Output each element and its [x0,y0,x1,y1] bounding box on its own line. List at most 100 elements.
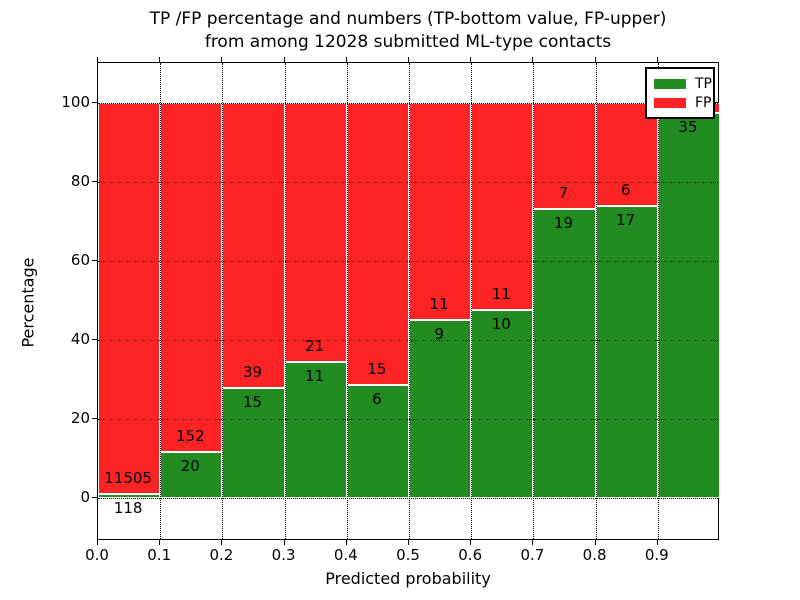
bar-segment-fp [160,102,223,452]
bar-label-fp: 15 [367,360,387,378]
bar-label-fp: 7 [558,183,569,202]
x-tick-label: 0.1 [147,546,172,564]
bar-label-tp: 118 [113,498,143,517]
gridline-vertical [222,63,224,539]
bar-label-tp: 9 [434,325,444,344]
bar-label-tp: 15 [242,393,263,412]
x-tick-top [159,57,161,62]
x-tick [594,540,596,545]
bar-label-tp: 19 [553,213,574,232]
fp-swatch-icon [654,97,686,108]
gridline-horizontal [98,260,718,262]
x-tick [159,540,161,545]
bar-label-fp: 6 [620,180,631,199]
bar-segment-tp [98,493,161,498]
gridline-vertical [471,63,473,539]
gridline-vertical [409,63,410,539]
y-tick [92,259,97,261]
x-tick-top [656,57,658,62]
plot-area [97,62,720,540]
gridline-horizontal [98,181,718,183]
x-tick-top [408,57,409,62]
tp-swatch-icon [654,78,686,89]
bar-segment-tp [471,309,534,498]
legend-entry-fp: FP [654,93,712,112]
y-tick-label: 80 [70,171,90,190]
bar-label-fp: 21 [305,337,325,356]
x-tick [97,540,98,545]
gridline-vertical [533,63,535,539]
bar-label-tp: 10 [491,314,511,333]
x-tick [656,540,658,545]
x-tick-label: 0.8 [582,546,607,564]
x-axis-label: Predicted probability [325,569,491,588]
x-tick [470,540,472,545]
bar-label-tp: 35 [678,118,698,137]
gridline-horizontal [98,418,718,420]
legend-label-fp: FP [695,94,712,111]
x-tick-label: 0.6 [458,546,483,564]
bar-label-fp: 11505 [104,468,152,487]
y-tick-label: 20 [70,408,90,427]
x-tick-label: 0.0 [85,546,109,564]
x-tick-top [594,57,596,62]
y-tick-label: 0 [80,488,90,506]
bar-label-fp: 39 [242,363,263,382]
x-tick-label: 0.3 [271,546,296,564]
x-tick-top [97,57,98,62]
y-tick [92,101,97,103]
legend-entry-tp: TP [654,74,712,93]
gridline-vertical [160,63,162,539]
gridline-vertical [284,63,286,539]
bar-segment-tp [409,320,472,498]
y-tick-label: 60 [70,250,90,269]
bar-segment-tp [595,205,658,498]
x-tick [221,540,223,545]
gridline-horizontal [98,339,718,341]
y-tick [92,497,97,498]
y-tick [92,338,97,340]
bar-segment-fp [471,102,534,310]
x-tick-label: 0.9 [644,546,669,564]
y-tick [92,180,97,182]
gridline-vertical [657,63,659,539]
bar-label-fp: 11 [491,284,511,303]
bar-segment-fp [284,102,347,363]
bar-segment-tp [346,385,409,498]
x-tick-top [345,57,347,62]
bar-segment-fp [222,102,285,389]
gridline-horizontal [98,498,718,499]
bar-segment-tp [160,452,223,498]
bar-segment-tp [533,208,596,498]
y-axis-label: Percentage [18,257,38,348]
x-tick-label: 0.5 [396,546,420,564]
x-tick [532,540,534,545]
bar-label-tp: 17 [616,210,636,229]
x-tick [408,540,409,545]
gridline-horizontal [98,102,718,104]
bar-segment-tp [657,113,720,498]
chart-title-line1: TP /FP percentage and numbers (TP-bottom… [149,9,667,29]
chart-title-line2: from among 12028 submitted ML-type conta… [204,32,612,52]
chart-title: TP /FP percentage and numbers (TP-bottom… [97,8,719,54]
legend: TP FP [645,67,715,119]
bar-label-fp: 11 [429,295,449,314]
x-tick-top [470,57,472,62]
x-tick-label: 0.4 [333,546,358,564]
y-tick [92,417,97,419]
bar-label-tp: 11 [305,367,325,386]
bar-label-tp: 6 [372,390,382,408]
y-tick-label: 100 [61,92,90,111]
y-tick-label: 40 [70,329,90,348]
x-tick-top [283,57,285,62]
x-tick-label: 0.2 [209,546,234,564]
bar-label-tp: 20 [180,457,200,475]
y-tick-right [713,101,719,103]
bar-segment-fp [98,102,161,494]
x-tick-top [532,57,534,62]
bar-segment-fp [409,102,472,321]
x-tick-label: 0.7 [520,546,545,564]
legend-label-tp: TP [695,75,712,92]
gridline-vertical [346,63,348,539]
